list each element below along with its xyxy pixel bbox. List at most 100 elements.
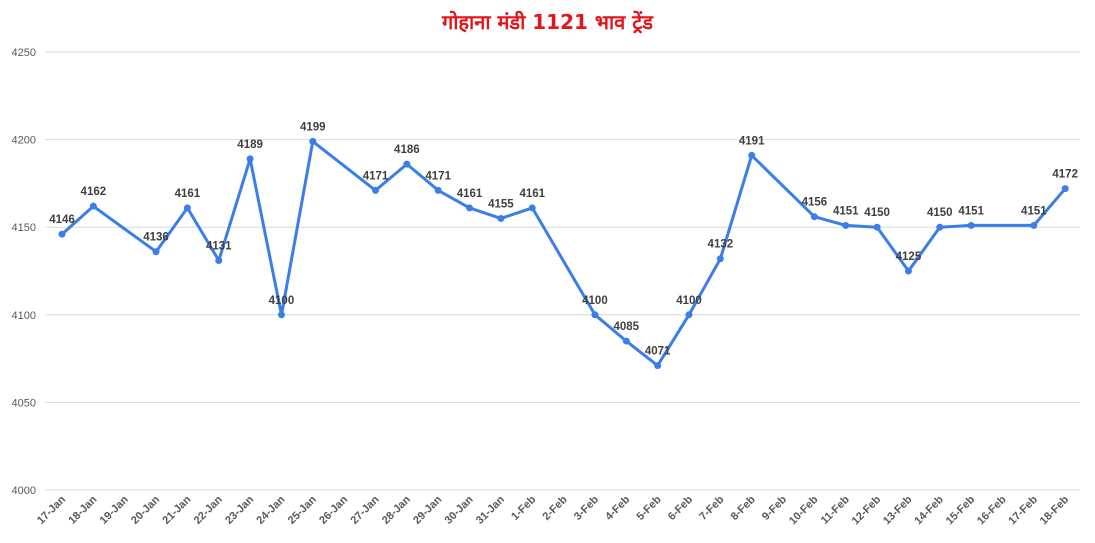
x-tick-label: 29-Jan <box>411 493 444 526</box>
data-label: 4071 <box>645 346 671 358</box>
data-point <box>246 155 254 163</box>
x-tick-label: 1-Feb <box>509 493 538 522</box>
data-point <box>89 202 97 210</box>
x-tick-label: 2-Feb <box>540 493 569 522</box>
data-point <box>152 248 160 256</box>
data-point <box>528 204 536 212</box>
x-tick-label: 24-Jan <box>254 493 287 526</box>
x-tick-label: 18-Jan <box>66 493 99 526</box>
data-label: 4100 <box>582 295 608 307</box>
data-label: 4100 <box>676 295 702 307</box>
x-tick-label: 17-Jan <box>35 493 68 526</box>
data-label: 4132 <box>708 239 734 251</box>
x-tick-label: 3-Feb <box>572 493 601 522</box>
x-tick-label: 15-Feb <box>944 493 978 527</box>
data-labels: 4146 4162 4136 4161 4131 4189 4100 4199 4171 4186… <box>49 121 1078 357</box>
series-polyline <box>60 139 1067 368</box>
x-tick-label: 20-Jan <box>129 493 162 526</box>
y-tick-label: 4150 <box>12 222 36 234</box>
x-tick-label: 8-Feb <box>729 493 758 522</box>
y-axis-ticks: 4000 4050 4100 4150 4200 4250 <box>12 47 36 497</box>
y-tick-label: 4200 <box>12 135 36 147</box>
data-point <box>58 230 66 238</box>
x-tick-label: 19-Jan <box>98 493 131 526</box>
data-label: 4162 <box>81 186 107 198</box>
data-label: 4199 <box>300 121 326 133</box>
data-point <box>277 311 285 319</box>
data-label: 4172 <box>1052 169 1078 181</box>
x-tick-label: 10-Feb <box>787 493 821 527</box>
data-label: 4150 <box>864 207 890 219</box>
x-tick-label: 31-Jan <box>474 493 507 526</box>
x-tick-label: 21-Jan <box>160 493 193 526</box>
data-point <box>622 337 630 345</box>
x-tick-label: 30-Jan <box>443 493 476 526</box>
data-point <box>591 311 599 319</box>
y-tick-label: 4050 <box>12 397 36 409</box>
data-label: 4191 <box>739 135 765 147</box>
x-tick-label: 6-Feb <box>666 493 695 522</box>
data-label: 4125 <box>896 251 922 263</box>
x-tick-label: 28-Jan <box>380 493 413 526</box>
data-point <box>967 221 975 229</box>
data-point <box>372 186 379 194</box>
data-label: 4161 <box>519 188 545 200</box>
x-tick-label: 25-Jan <box>286 493 319 526</box>
data-point <box>215 256 223 264</box>
data-point <box>748 151 756 159</box>
data-points <box>58 137 1069 370</box>
x-tick-label: 12-Feb <box>850 493 884 527</box>
data-point <box>904 267 912 275</box>
data-label: 4085 <box>614 321 640 333</box>
x-tick-label: 22-Jan <box>192 493 225 526</box>
x-tick-label: 4-Feb <box>603 493 632 522</box>
data-point <box>716 255 724 263</box>
data-label: 4151 <box>1021 205 1047 217</box>
data-point <box>842 221 850 229</box>
data-point <box>183 204 191 212</box>
data-point <box>309 137 317 145</box>
data-point <box>434 186 442 194</box>
data-point <box>873 223 881 231</box>
x-tick-label: 16-Feb <box>975 493 1009 527</box>
data-label: 4151 <box>833 205 859 217</box>
x-tick-label: 17-Feb <box>1006 493 1040 527</box>
data-label: 4151 <box>958 205 984 217</box>
data-point <box>936 223 944 231</box>
x-tick-label: 14-Feb <box>912 493 946 527</box>
data-label: 4100 <box>269 295 295 307</box>
data-point <box>466 204 474 212</box>
data-label: 4189 <box>237 139 263 151</box>
data-label: 4150 <box>927 207 953 219</box>
y-tick-label: 4100 <box>12 310 36 322</box>
data-label: 4186 <box>394 144 420 156</box>
data-label: 4131 <box>206 240 232 252</box>
data-label: 4156 <box>802 197 828 209</box>
data-label: 4161 <box>457 188 483 200</box>
x-tick-label: 27-Jan <box>348 493 381 526</box>
x-tick-label: 11-Feb <box>819 493 852 526</box>
x-tick-label: 26-Jan <box>317 493 350 526</box>
data-label: 4171 <box>425 170 451 182</box>
data-label: 4155 <box>488 198 514 210</box>
data-point <box>497 214 505 222</box>
data-point <box>1030 221 1038 229</box>
data-label: 4136 <box>143 232 169 244</box>
x-tick-label: 23-Jan <box>223 493 256 526</box>
series-line <box>60 139 1067 368</box>
data-point <box>403 160 411 168</box>
data-label: 4146 <box>49 214 75 226</box>
data-point <box>685 311 693 319</box>
x-tick-label: 5-Feb <box>635 493 664 522</box>
x-tick-label: 7-Feb <box>697 493 726 522</box>
chart-title: गोहाना मंडी 1121 भाव ट्रेंड <box>441 10 653 34</box>
data-point <box>654 362 662 370</box>
x-tick-label: 13-Feb <box>881 493 915 527</box>
x-tick-label: 18-Feb <box>1038 493 1072 527</box>
data-point <box>810 213 818 221</box>
x-axis-ticks: 17-Jan18-Jan19-Jan20-Jan21-Jan22-Jan23-J… <box>35 493 1072 527</box>
y-tick-label: 4000 <box>12 485 36 497</box>
y-tick-label: 4250 <box>12 47 36 59</box>
gridlines <box>45 51 1080 491</box>
